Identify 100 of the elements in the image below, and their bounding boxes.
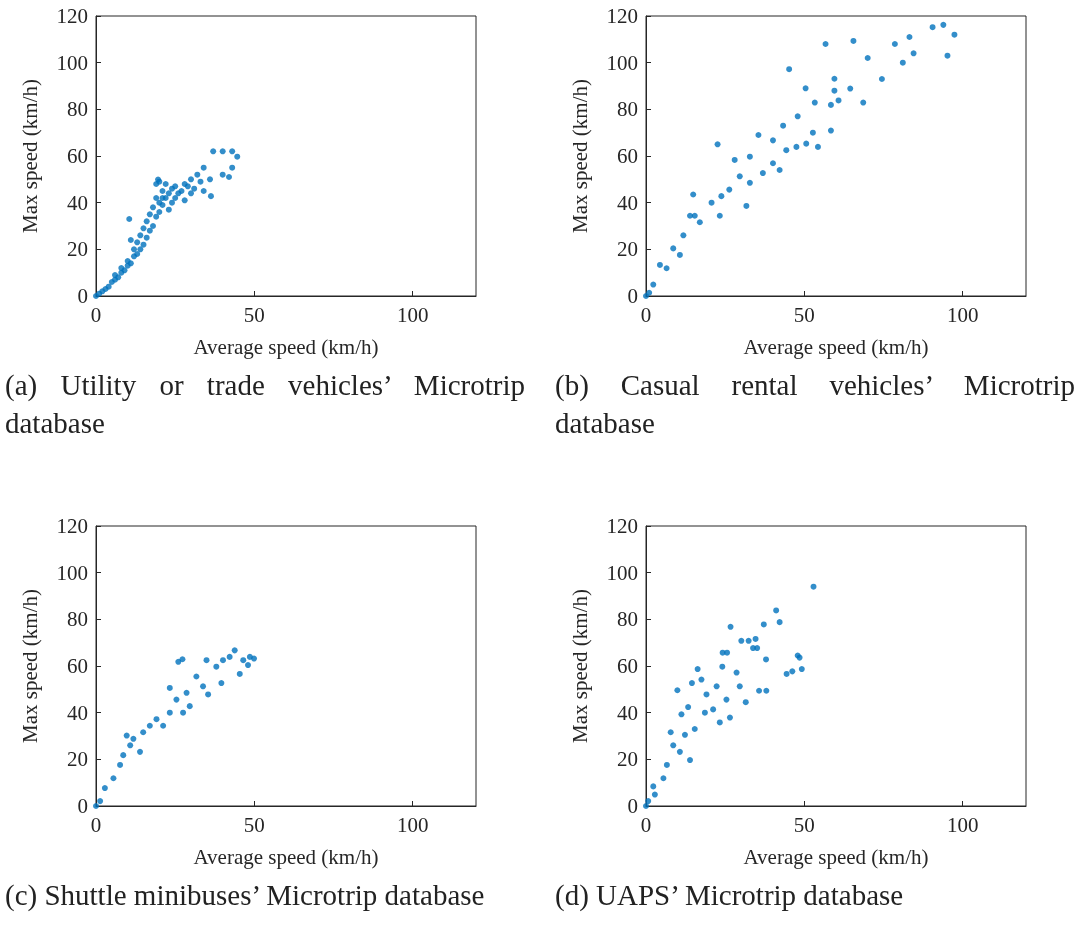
point <box>727 623 734 630</box>
point <box>769 137 776 144</box>
point <box>850 37 857 44</box>
point <box>696 219 703 226</box>
point <box>763 656 770 663</box>
y-axis-title: Max speed (km/h) <box>567 589 592 743</box>
x-tick-label: 50 <box>243 812 265 837</box>
y-tick-label: 120 <box>56 514 88 538</box>
point <box>651 791 658 798</box>
text: (d) UAPS’ Microtrip database <box>555 878 905 913</box>
point <box>663 265 670 272</box>
y-tick-label: 60 <box>67 654 88 678</box>
y-tick-label: 0 <box>77 794 88 818</box>
point <box>929 24 936 31</box>
point <box>718 193 725 200</box>
x-tick-label: 100 <box>946 302 979 327</box>
point <box>166 684 173 691</box>
x-axis-title: Average speed (km/h) <box>193 334 379 359</box>
point <box>743 202 750 209</box>
text: (b) Casual rental vehicles’ Microtrip database <box>555 368 1075 441</box>
point <box>793 143 800 150</box>
point <box>944 52 951 59</box>
y-tick-label: 20 <box>617 747 638 772</box>
point <box>776 619 783 626</box>
point <box>899 59 906 66</box>
point <box>646 289 653 296</box>
point <box>773 607 780 614</box>
point <box>822 41 829 47</box>
point <box>101 785 108 792</box>
y-tick-label: 80 <box>617 97 638 122</box>
point <box>97 798 104 805</box>
y-tick-label: 120 <box>56 4 88 28</box>
point <box>213 663 220 670</box>
point <box>127 742 134 749</box>
point <box>656 261 663 268</box>
point <box>200 683 207 690</box>
point <box>175 658 182 665</box>
point <box>783 670 790 677</box>
point <box>906 34 913 40</box>
point <box>694 666 701 673</box>
point <box>733 669 740 676</box>
point <box>219 657 226 664</box>
y-tick-label: 40 <box>617 700 638 725</box>
point <box>251 655 258 662</box>
y-tick-label: 0 <box>627 794 638 818</box>
y-tick-label: 80 <box>67 607 88 632</box>
point <box>146 722 153 729</box>
y-tick-label: 20 <box>67 237 88 262</box>
point <box>205 691 212 698</box>
point <box>678 711 685 718</box>
point <box>226 653 233 660</box>
point <box>670 742 677 749</box>
point <box>183 689 190 696</box>
point <box>755 132 762 138</box>
point <box>180 709 187 716</box>
point <box>719 663 726 670</box>
point <box>680 232 687 239</box>
point <box>166 709 173 716</box>
text: (a) Utility or trade vehicles’ Microtrip database <box>5 368 525 441</box>
point <box>716 719 723 726</box>
y-tick-label: 20 <box>67 747 88 772</box>
y-tick-label: 40 <box>67 190 88 215</box>
point <box>878 76 885 82</box>
point <box>137 748 144 755</box>
point <box>742 699 749 706</box>
point <box>731 156 738 163</box>
point <box>203 657 210 664</box>
point <box>120 752 127 759</box>
point <box>769 160 776 167</box>
y-tick-label: 40 <box>617 190 638 215</box>
point <box>783 147 790 154</box>
point <box>760 621 767 628</box>
point <box>736 173 743 180</box>
y-tick-label: 0 <box>77 284 88 308</box>
x-axis-title: Average speed (km/h) <box>743 844 929 869</box>
y-tick-label: 0 <box>627 284 638 308</box>
point <box>670 245 677 252</box>
point <box>798 666 805 673</box>
point <box>676 748 683 755</box>
point <box>724 649 731 656</box>
point <box>789 668 796 675</box>
x-tick-label: 100 <box>396 812 429 837</box>
point <box>716 212 723 219</box>
point <box>814 143 821 150</box>
y-tick-label: 60 <box>617 654 638 678</box>
point <box>218 680 225 687</box>
point <box>847 85 854 92</box>
y-tick-label: 80 <box>67 97 88 122</box>
point <box>701 709 708 716</box>
x-tick-label: 100 <box>946 812 979 837</box>
point <box>690 191 697 198</box>
y-tick-label: 60 <box>617 144 638 168</box>
point <box>726 186 733 193</box>
y-tick-label: 60 <box>67 144 88 168</box>
point <box>687 757 694 764</box>
point <box>746 179 753 186</box>
y-tick-label: 20 <box>617 237 638 262</box>
point <box>736 683 743 690</box>
x-axis-title: Average speed (km/h) <box>743 334 929 359</box>
point <box>860 99 867 106</box>
